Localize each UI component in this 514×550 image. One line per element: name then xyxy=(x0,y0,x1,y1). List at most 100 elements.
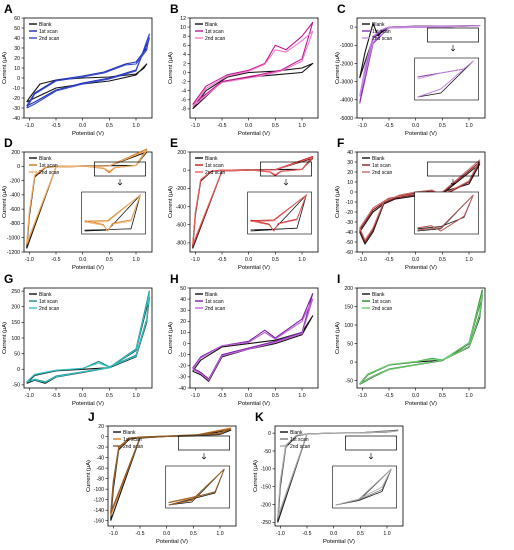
inset-plot xyxy=(414,57,479,101)
x-tick-label: -1.0 xyxy=(276,531,285,537)
legend-entry: 2nd scan xyxy=(205,306,226,312)
y-tick-label: 60 xyxy=(14,16,20,22)
legend-entry: Blank xyxy=(205,156,218,162)
y-axis-label: Current (µA) xyxy=(2,52,8,84)
x-tick-label: 0.5 xyxy=(439,393,446,399)
x-tick-label: 1.0 xyxy=(298,123,305,129)
y-tick-label: 40 xyxy=(180,297,186,303)
y-tick-label: 0 xyxy=(350,25,353,31)
x-tick-label: 0.0 xyxy=(79,393,86,399)
panel-J: J -1.0 -0.5 0.0 0.5 1.0 -160 -140 -120 -100 -80 -60… xyxy=(86,410,237,545)
panel-label: G xyxy=(4,272,13,286)
panel-I: I -1.0 -0.5 0.0 0.5 1.0 -50 0 50 100 150 200 Potenti… xyxy=(335,272,486,407)
y-tick-label: 200 xyxy=(177,150,186,156)
zoom-region-box xyxy=(427,161,479,177)
y-tick-label: 0 xyxy=(350,190,353,196)
x-tick-label: 0.0 xyxy=(163,531,170,537)
legend-entry: 1st scan xyxy=(205,163,224,169)
inset-series-line-2 xyxy=(250,193,308,232)
legend-entry: 1st scan xyxy=(39,163,58,169)
x-tick-label: -1.0 xyxy=(25,257,34,263)
x-tick-label: 1.0 xyxy=(298,393,305,399)
y-tick-label: -6 xyxy=(181,98,186,104)
legend-entry: 1st scan xyxy=(205,29,224,35)
y-tick-label: -8 xyxy=(181,107,186,113)
y-tick-label: -50 xyxy=(13,383,21,389)
inset-series-line-1 xyxy=(84,194,141,232)
y-tick-label: -10 xyxy=(13,86,21,92)
x-tick-label: 0.0 xyxy=(79,123,86,129)
zoom-region-box xyxy=(345,435,397,451)
x-tick-label: -1.0 xyxy=(191,257,200,263)
panel-label: C xyxy=(337,2,346,16)
plot-frame xyxy=(356,287,486,389)
plot-frame xyxy=(189,287,319,389)
panel-E: E -1.0 -0.5 0.0 0.5 1.0 -800 -600 -400 -200 0 200 Po… xyxy=(168,136,319,271)
y-tick-label: -60 xyxy=(97,466,105,472)
y-tick-label: -600 xyxy=(10,207,20,213)
x-tick-label: 1.0 xyxy=(465,123,472,129)
legend-entry: Blank xyxy=(39,292,52,298)
y-tick-label: -20 xyxy=(179,364,187,370)
y-tick-label: 10 xyxy=(347,180,353,186)
legend-entry: 1st scan xyxy=(372,299,391,305)
series-line-1 xyxy=(26,63,148,103)
x-tick-label: -0.5 xyxy=(303,531,312,537)
x-tick-label: 0.0 xyxy=(412,257,419,263)
panel-G: G -1.0 -0.5 0.0 0.5 1.0 -50 0 50 100 150 200 250 Pote… xyxy=(2,272,153,407)
y-tick-label: 20 xyxy=(98,424,104,430)
x-tick-label: 0.5 xyxy=(272,257,279,263)
inset-series-line-3 xyxy=(84,193,142,232)
y-tick-label: -40 xyxy=(13,116,21,122)
y-tick-label: -50 xyxy=(264,449,272,455)
panel-D: D -1.0 -0.5 0.0 0.5 1.0 -1200 -1000 -800 -600 -400… xyxy=(2,136,153,271)
y-tick-label: 10 xyxy=(180,330,186,336)
series-line-3 xyxy=(26,150,148,244)
panel-C: C -1.0 -0.5 0.0 0.5 1.0 -5000 -4000 -3000 -2000 -1… xyxy=(335,2,486,137)
y-tick-label: -30 xyxy=(346,220,354,226)
y-tick-label: 4 xyxy=(183,52,186,58)
plot-frame xyxy=(107,425,237,527)
y-tick-label: -20 xyxy=(13,96,21,102)
y-tick-label: -100 xyxy=(94,487,104,493)
x-tick-label: -1.0 xyxy=(358,123,367,129)
x-tick-label: 0.0 xyxy=(412,123,419,129)
y-tick-label: -3000 xyxy=(340,79,353,85)
y-tick-label: -50 xyxy=(346,240,354,246)
y-axis-label: Current (µA) xyxy=(335,52,341,84)
y-tick-label: 20 xyxy=(347,170,353,176)
x-tick-label: -1.0 xyxy=(25,123,34,129)
inset-plot xyxy=(332,465,397,509)
inset-series-line-3 xyxy=(417,60,474,98)
x-tick-label: 0.5 xyxy=(106,257,113,263)
x-tick-label: 1.0 xyxy=(216,531,223,537)
y-tick-label: 10 xyxy=(180,25,186,31)
y-tick-label: -2000 xyxy=(340,61,353,67)
x-tick-label: -1.0 xyxy=(109,531,118,537)
legend-entry: Blank xyxy=(290,430,303,436)
legend-entry: Blank xyxy=(205,292,218,298)
y-tick-label: -40 xyxy=(97,455,105,461)
y-tick-label: -10 xyxy=(346,200,354,206)
y-tick-label: -60 xyxy=(346,250,354,256)
y-axis-label: Current (µA) xyxy=(168,322,174,354)
y-tick-label: 50 xyxy=(14,26,20,32)
legend-entry: 2nd scan xyxy=(372,170,393,176)
x-tick-label: 1.0 xyxy=(132,393,139,399)
y-tick-label: -250 xyxy=(261,520,271,526)
inset-series-line-3 xyxy=(335,468,392,506)
y-tick-label: 30 xyxy=(347,160,353,166)
y-tick-label: -800 xyxy=(176,241,186,247)
y-tick-label: -20 xyxy=(97,445,105,451)
y-tick-label: 20 xyxy=(14,56,20,62)
inset-series-line-2 xyxy=(84,193,142,232)
y-tick-label: 200 xyxy=(11,150,20,156)
series-line-3 xyxy=(110,428,232,513)
legend-entry: 1st scan xyxy=(372,29,391,35)
